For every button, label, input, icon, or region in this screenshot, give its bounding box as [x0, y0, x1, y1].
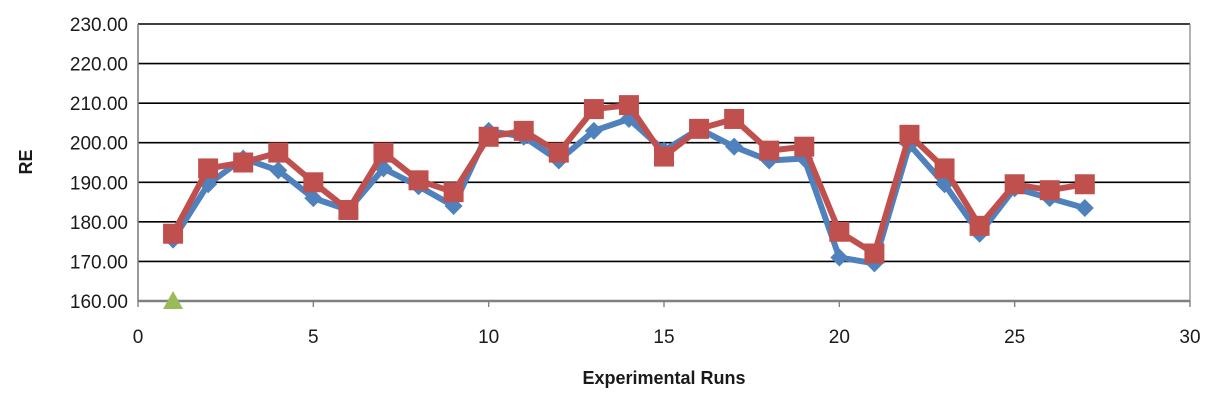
x-tick-label: 0: [133, 327, 144, 348]
data-point-square: [303, 172, 324, 193]
y-tick-label: 230.00: [70, 15, 128, 36]
data-point-diamond: [725, 137, 744, 156]
data-point-square: [829, 221, 850, 242]
data-point-square: [618, 95, 639, 116]
y-tick-label: 160.00: [70, 292, 128, 313]
data-point-square: [443, 182, 464, 203]
x-tick-label: 15: [653, 327, 674, 348]
data-point-square: [548, 142, 569, 163]
series-3: [163, 291, 184, 309]
data-point-square: [864, 243, 885, 264]
series-group: [163, 95, 1095, 309]
data-point-square: [373, 142, 394, 163]
data-point-square: [1039, 180, 1060, 201]
data-point-diamond: [304, 189, 323, 208]
y-tick-label: 180.00: [70, 213, 128, 234]
data-point-square: [759, 140, 780, 161]
data-point-square: [969, 215, 990, 236]
data-point-triangle: [163, 291, 184, 309]
x-tick-label: 30: [1179, 327, 1200, 348]
data-point-diamond: [830, 248, 849, 267]
x-tick-label: 10: [478, 327, 499, 348]
data-point-square: [338, 199, 359, 220]
y-tick-label: 200.00: [70, 134, 128, 155]
data-point-square: [233, 152, 254, 173]
data-point-square: [934, 158, 955, 179]
y-tick-label: 190.00: [70, 173, 128, 194]
data-point-square: [513, 120, 534, 141]
data-point-square: [724, 108, 745, 129]
x-tick-label: 25: [1004, 327, 1025, 348]
data-point-square: [654, 146, 674, 167]
data-point-square: [478, 126, 499, 147]
y-tick-label: 220.00: [70, 55, 128, 76]
data-point-diamond: [1075, 199, 1094, 218]
y-tick-label: 210.00: [70, 94, 128, 115]
series-2: [163, 95, 1095, 264]
y-tick-label: 170.00: [70, 252, 128, 273]
x-axis-ticks: 0 5 10 15 20 25 30: [133, 301, 1201, 348]
data-point-diamond: [269, 161, 288, 180]
data-point-square: [198, 158, 219, 179]
data-point-square: [899, 124, 920, 145]
data-point-diamond: [584, 121, 603, 140]
data-point-square: [689, 118, 710, 139]
data-point-square: [163, 223, 184, 244]
x-tick-label: 20: [829, 327, 850, 348]
data-point-square: [794, 136, 815, 157]
y-axis-title: RE: [16, 149, 36, 174]
data-point-square: [1074, 174, 1095, 195]
data-point-square: [408, 170, 429, 191]
y-axis-ticks: 160.00 170.00 180.00 190.00 200.00 210.00 220.…: [70, 15, 128, 313]
data-point-square: [1004, 174, 1025, 195]
x-tick-label: 5: [308, 327, 319, 348]
x-axis-title: Experimental Runs: [582, 368, 745, 388]
data-point-square: [583, 99, 604, 120]
data-point-square: [268, 142, 289, 163]
